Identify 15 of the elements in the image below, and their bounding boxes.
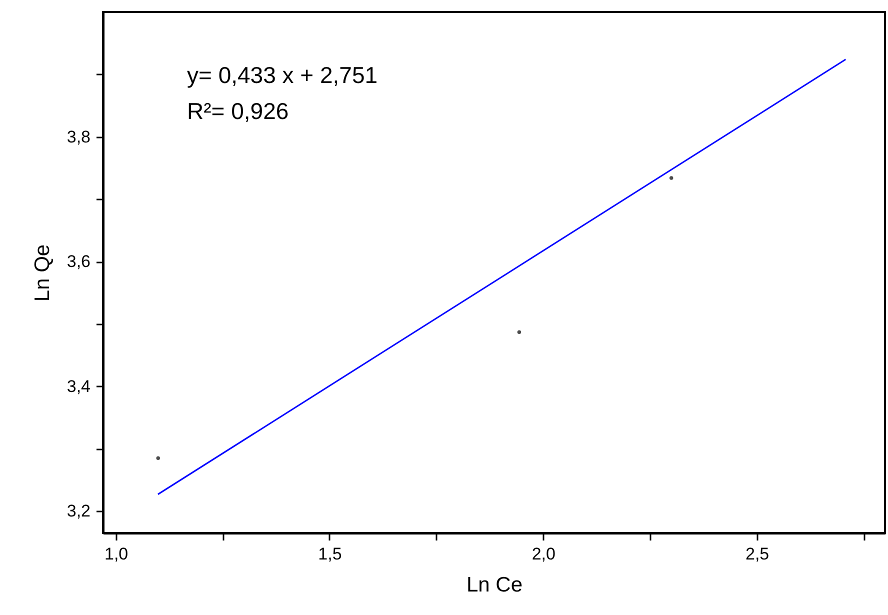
point <box>156 456 160 460</box>
y-axis-title: Ln Qe <box>30 244 54 302</box>
point <box>517 330 522 334</box>
x-tick-label: 1,0 <box>104 544 128 564</box>
x-tick-label: 2,5 <box>745 544 770 564</box>
x-axis-title: Ln Ce <box>466 574 523 596</box>
annotation: y= 0,433 x + 2,751 <box>187 62 378 88</box>
y-tick-label: 3,8 <box>66 127 90 146</box>
y-tick-label: 3,6 <box>66 252 90 272</box>
y-tick-label: 3,4 <box>66 376 90 396</box>
annotation: R²= 0,926 <box>187 98 289 124</box>
x-tick-label: 1,5 <box>318 544 342 564</box>
y-tick-label: 3,2 <box>66 502 90 521</box>
point <box>669 176 674 180</box>
x-tick-label: 2,0 <box>532 544 556 564</box>
